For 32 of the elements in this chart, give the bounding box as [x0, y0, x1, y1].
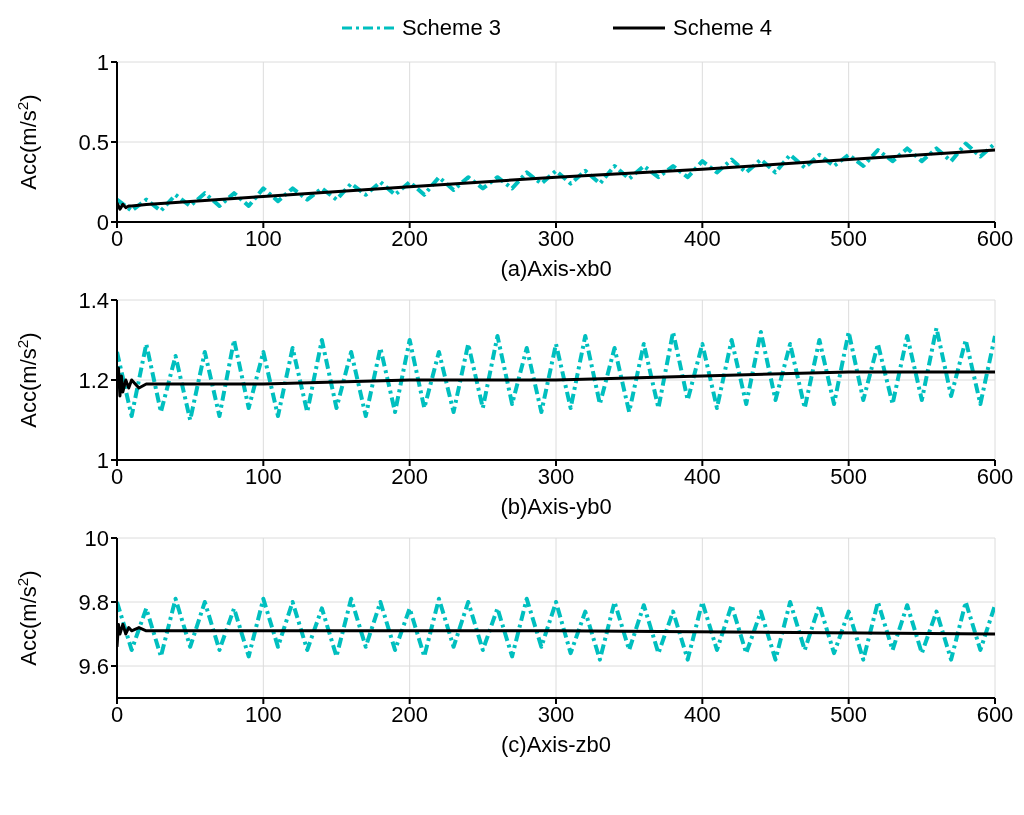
x-tick-label: 300 — [537, 463, 575, 489]
x-tick-label: 200 — [391, 225, 429, 251]
x-tick-label: 100 — [244, 463, 282, 489]
x-tick-label: 500 — [830, 701, 868, 727]
x-axis-title: (b)Axis-yb0 — [499, 494, 613, 521]
x-tick-label: 300 — [537, 225, 575, 251]
x-tick-label: 400 — [683, 225, 721, 251]
x-axis-title: (a)Axis-xb0 — [499, 256, 613, 283]
y-tick-label: 9.6 — [78, 653, 109, 679]
x-axis-title: (c)Axis-zb0 — [500, 732, 612, 759]
legend-label: Scheme 3 — [401, 15, 501, 41]
x-tick-label: 400 — [683, 701, 721, 727]
y-tick-label: 9.8 — [78, 589, 109, 615]
legend-label: Scheme 4 — [673, 15, 773, 41]
y-tick-label: 1.2 — [78, 367, 109, 393]
y-tick-label: 0.5 — [78, 129, 109, 155]
x-tick-label: 400 — [683, 463, 721, 489]
x-tick-label: 200 — [391, 701, 429, 727]
x-tick-label: 600 — [976, 463, 1014, 489]
y-tick-label: 1.4 — [78, 287, 109, 313]
y-tick-label: 1 — [96, 447, 109, 473]
x-tick-label: 500 — [830, 463, 868, 489]
x-tick-label: 200 — [391, 463, 429, 489]
y-tick-label: 1 — [96, 49, 109, 75]
x-tick-label: 500 — [830, 225, 868, 251]
y-tick-label: 10 — [84, 525, 109, 551]
x-tick-label: 600 — [976, 701, 1014, 727]
x-tick-label: 100 — [244, 701, 282, 727]
y-tick-label: 0 — [96, 209, 109, 235]
x-tick-label: 100 — [244, 225, 282, 251]
x-tick-label: 300 — [537, 701, 575, 727]
x-tick-label: 600 — [976, 225, 1014, 251]
